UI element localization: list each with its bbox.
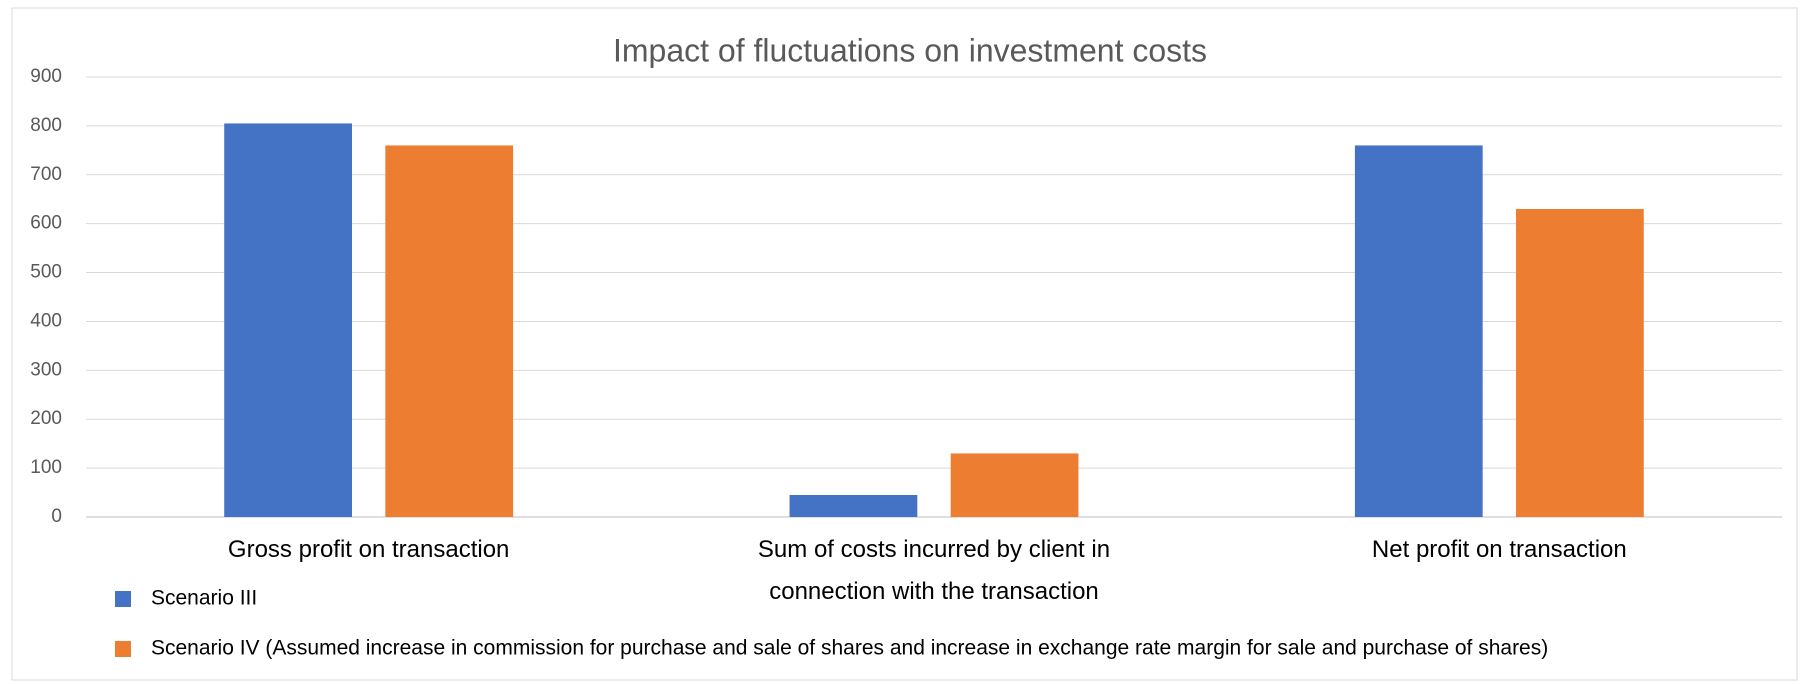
bar bbox=[789, 495, 918, 517]
legend-swatch bbox=[115, 641, 131, 657]
y-tick-label: 300 bbox=[30, 359, 62, 380]
y-tick-label: 700 bbox=[30, 164, 62, 185]
y-tick-label: 500 bbox=[30, 262, 62, 283]
bar bbox=[1354, 145, 1483, 517]
y-tick-label: 100 bbox=[30, 457, 62, 478]
x-tick-label: Gross profit on transaction bbox=[227, 536, 510, 563]
x-tick-label: Sum of costs incurred by client in conne… bbox=[757, 536, 1111, 605]
x-tick-label: Net profit on transaction bbox=[1371, 536, 1627, 563]
y-tick-label: 900 bbox=[30, 66, 62, 87]
bar bbox=[950, 453, 1079, 517]
y-tick-label: 800 bbox=[30, 115, 62, 136]
bar bbox=[1516, 209, 1644, 517]
bar bbox=[385, 145, 514, 517]
y-tick-label: 600 bbox=[30, 213, 62, 234]
chart-title: Impact of fluctuations on investment cos… bbox=[613, 32, 1207, 68]
chart-border bbox=[11, 7, 1798, 681]
legend-label: Scenario IV (Assumed increase in commiss… bbox=[151, 637, 1548, 660]
y-tick-label: 200 bbox=[30, 408, 62, 429]
legend-swatch bbox=[115, 591, 131, 607]
y-tick-label: 0 bbox=[51, 506, 62, 527]
bar bbox=[224, 123, 352, 517]
legend-label: Scenario III bbox=[151, 587, 257, 610]
y-tick-label: 400 bbox=[30, 310, 62, 331]
